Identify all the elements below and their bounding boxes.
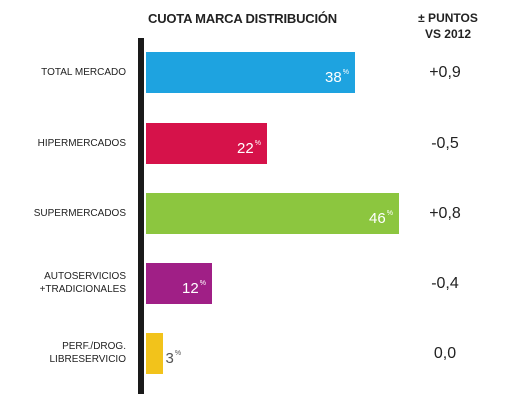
bar-value-unit: % [342, 68, 349, 76]
delta-value: 0,0 [433, 344, 457, 362]
category-label: AUTOSERVICIOS +TRADICIONALES [0, 270, 126, 296]
delta-header-line-1: ± PUNTOS [418, 11, 478, 25]
delta-value: +0,8 [429, 204, 461, 222]
bar [146, 51, 355, 93]
category-label: PERF./DROG. LIBRESERVICIO [0, 340, 126, 366]
bar-value-unit: % [386, 209, 393, 217]
category-label: SUPERMERCADOS [0, 207, 126, 220]
bar-value-number: 46 [369, 209, 386, 227]
category-label-line: AUTOSERVICIOS [44, 271, 126, 282]
bar [146, 192, 399, 234]
delta-column-header: ± PUNTOS VS 2012 [400, 10, 496, 42]
category-label: TOTAL MERCADO [0, 66, 126, 79]
bar [146, 332, 163, 374]
bar-value-number: 22 [237, 139, 254, 157]
category-label-line: TOTAL MERCADO [41, 66, 126, 78]
bar-value-label: 22% [237, 123, 261, 169]
bar-value-label: 38% [325, 52, 349, 98]
category-label-line: +TRADICIONALES [39, 284, 126, 295]
bar [146, 122, 267, 164]
bar-value-unit: % [254, 139, 261, 147]
delta-value: -0,5 [431, 134, 459, 152]
bar-value-label: 12% [182, 263, 206, 309]
bar [146, 262, 212, 304]
bar-value-number: 38 [325, 68, 342, 86]
bar-value-unit: % [174, 349, 182, 357]
bar-value-unit: % [199, 279, 206, 287]
delta-value: +0,9 [429, 63, 461, 81]
delta-value: -0,4 [431, 274, 459, 292]
category-label-line: HIPERMERCADOS [37, 137, 126, 149]
bar-value-number: 12 [182, 279, 199, 297]
category-label-line: LIBRESERVICIO [49, 354, 126, 365]
category-label-line: SUPERMERCADOS [33, 207, 126, 219]
bar-value-number: 3 [165, 349, 174, 367]
bar-value-label: 46% [369, 193, 393, 239]
chart-title: CUOTA MARCA DISTRIBUCIÓN [148, 11, 337, 26]
delta-header-line-2: VS 2012 [424, 27, 472, 41]
bar-value-label: 3% [166, 333, 182, 379]
y-axis-line [138, 38, 144, 394]
category-label-line: PERF./DROG. [62, 341, 126, 352]
category-label: HIPERMERCADOS [0, 137, 126, 150]
